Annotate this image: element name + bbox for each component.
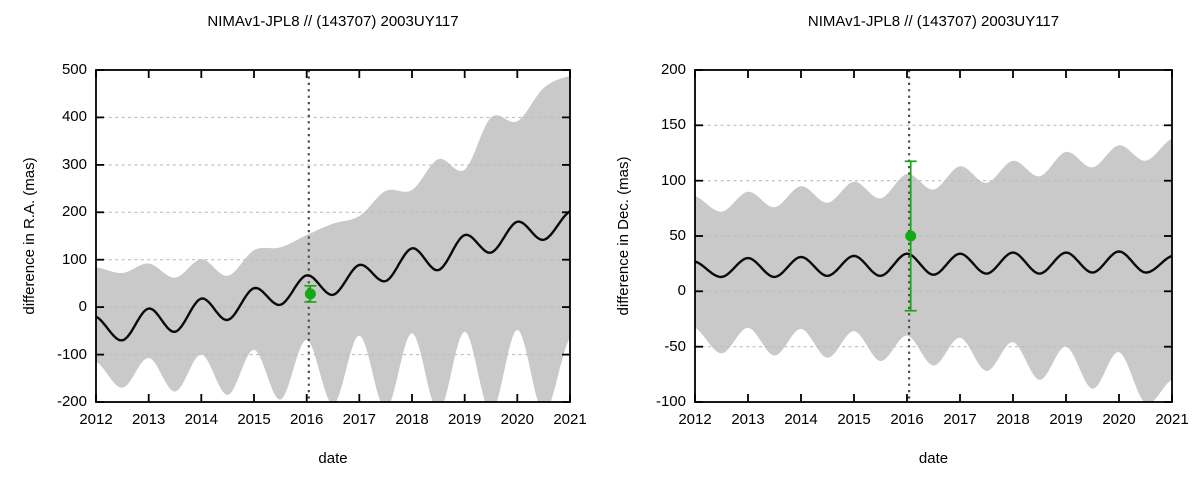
x-tick-label: 2013 xyxy=(131,411,166,428)
difference-curve xyxy=(695,250,1172,279)
plot-title: NIMAv1-JPL8 // (143707) 2003UY117 xyxy=(807,13,1060,30)
difference-curve-group xyxy=(695,250,1172,279)
x-tick-label: 2021 xyxy=(553,411,587,428)
uncertainty-band-group xyxy=(96,76,570,402)
y-tick-label: 50 xyxy=(669,227,686,244)
tick-marks xyxy=(694,69,1173,403)
x-tick-label: 2012 xyxy=(678,411,712,428)
y-tick-label: 100 xyxy=(61,250,87,268)
uncertainty-band xyxy=(695,138,1172,402)
uncertainty-band xyxy=(96,76,570,402)
plot-title: NIMAv1-JPL8 // (143707) 2003UY117 xyxy=(207,13,459,30)
x-tick-label: 2017 xyxy=(342,411,377,428)
x-tick-label: 2015 xyxy=(837,411,871,428)
tick-marks xyxy=(95,69,571,403)
observation-point-group xyxy=(904,160,917,312)
x-tick-label: 2017 xyxy=(943,411,977,428)
x-tick-label: 2019 xyxy=(1049,411,1083,428)
y-tick-label: 500 xyxy=(61,61,87,78)
x-tick-label: 2020 xyxy=(1102,411,1136,428)
y-tick-label: 200 xyxy=(61,203,87,221)
y-tick-label: 400 xyxy=(61,108,87,126)
x-tick-label: 2016 xyxy=(289,411,324,428)
y-axis-label: difference in R.A. (mas) xyxy=(21,157,38,315)
y-tick-label: 100 xyxy=(660,171,686,189)
x-tick-label: 2018 xyxy=(996,411,1030,428)
x-tick-label: 2019 xyxy=(447,411,482,428)
y-gridlines xyxy=(695,124,1172,348)
y-tick-label: -200 xyxy=(56,393,87,410)
uncertainty-band-group xyxy=(695,138,1172,402)
x-tick-label: 2012 xyxy=(79,411,113,428)
x-tick-label: 2018 xyxy=(395,411,429,428)
y-tick-label: 0 xyxy=(677,282,686,300)
x-axis-label: date xyxy=(918,450,949,467)
x-tick-label: 2013 xyxy=(731,411,765,428)
x-axis-label: date xyxy=(318,450,348,467)
data-point xyxy=(304,288,316,300)
data-point xyxy=(905,230,917,242)
y-tick-label: -100 xyxy=(655,393,686,410)
x-tick-label: 2014 xyxy=(784,411,818,428)
y-tick-label: -100 xyxy=(56,345,87,363)
x-tick-label: 2016 xyxy=(890,411,924,428)
axis-frame xyxy=(95,69,571,403)
y-gridlines xyxy=(96,116,570,356)
y-tick-label: 300 xyxy=(61,155,87,173)
y-tick-label: 150 xyxy=(660,116,686,134)
y-tick-label: -50 xyxy=(664,337,686,355)
x-tick-label: 2014 xyxy=(184,411,219,428)
difference-curve-group xyxy=(96,210,570,342)
x-tick-label: 2015 xyxy=(237,411,271,428)
difference-curve xyxy=(96,210,570,342)
observation-point-group xyxy=(304,284,317,303)
y-tick-label: 0 xyxy=(78,298,87,316)
x-tick-label: 2021 xyxy=(1155,411,1189,428)
y-tick-label: 200 xyxy=(660,61,686,78)
plot-border xyxy=(95,69,571,403)
x-tick-label: 2020 xyxy=(500,411,535,428)
